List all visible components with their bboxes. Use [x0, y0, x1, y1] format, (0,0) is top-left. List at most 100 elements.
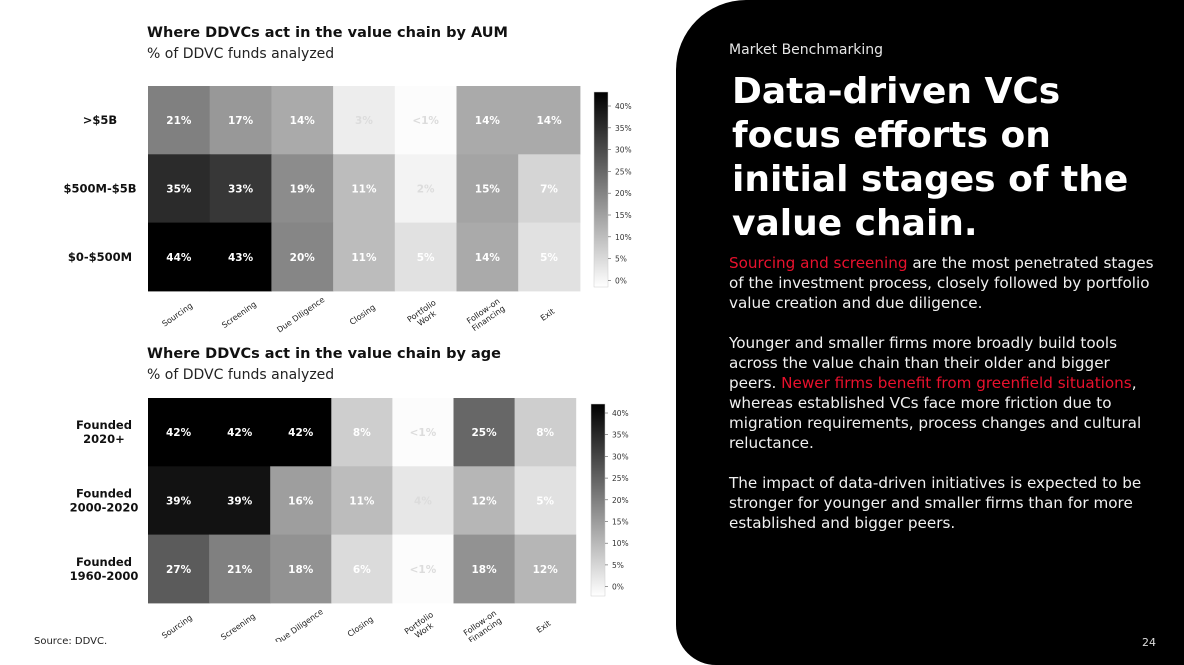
colorbar: [590, 403, 606, 597]
cell-value-label: 8%: [536, 427, 554, 439]
colorbar-tick-label: 35%: [615, 124, 632, 133]
page-number: 24: [1142, 636, 1156, 649]
cell-value-label: 21%: [166, 115, 192, 127]
colorbar-tick-label: 30%: [612, 452, 629, 461]
heatmap-cell: [271, 86, 334, 155]
cell-value-label: 11%: [349, 495, 375, 507]
heatmap-cell: [148, 534, 210, 604]
colorbar-tick-label: 40%: [615, 102, 632, 111]
heatmap-cell: [518, 222, 581, 292]
paragraph-2-start: Younger and smaller firms more broadly b…: [729, 334, 1118, 392]
heatmap-cell: [518, 86, 581, 155]
cell-value-label: 6%: [353, 564, 371, 576]
heatmap-cell: [270, 534, 332, 604]
cell-value-label: 17%: [228, 115, 254, 127]
heatmap-cell: [392, 534, 454, 604]
cell-value-label: 11%: [351, 183, 377, 195]
cell-value-label: 39%: [166, 495, 192, 507]
body-text: Sourcing and screening are the most pene…: [729, 253, 1159, 553]
x-category-label: Due Diligence: [275, 295, 326, 334]
x-category-label: Due Diligence: [274, 607, 325, 642]
source-note: Source: DDVC.: [34, 636, 108, 647]
heatmap-cell: [456, 222, 519, 292]
colorbar-tick-label: 20%: [612, 496, 629, 505]
colorbar: [593, 91, 609, 288]
colorbar-tick-label: 30%: [615, 146, 632, 155]
cell-value-label: 43%: [228, 252, 254, 264]
heatmap-cell: [271, 154, 334, 224]
cell-value-label: 14%: [290, 115, 316, 127]
x-category-label: Follow-onFinancing: [462, 609, 504, 642]
x-category-label: Exit: [539, 307, 557, 323]
cell-value-label: 35%: [166, 183, 192, 195]
cell-value-label: 39%: [227, 495, 253, 507]
cell-value-label: 42%: [166, 427, 192, 439]
cell-value-label: 44%: [166, 252, 192, 264]
cell-value-label: <1%: [412, 115, 439, 127]
x-category-label: PortfolioWork: [406, 298, 443, 332]
cell-value-label: 42%: [227, 427, 253, 439]
chart-1-title: Where DDVCs act in the value chain by AU…: [147, 25, 508, 41]
cell-value-label: 18%: [288, 564, 314, 576]
headline: Data-driven VCs focus efforts on initial…: [732, 71, 1129, 244]
chart-1-subtitle: % of DDVC funds analyzed: [147, 46, 335, 62]
heatmap-cell: [270, 466, 332, 536]
colorbar-tick-label: 5%: [612, 561, 624, 570]
paragraph-1-rest: are the most penetrated stages of the in…: [729, 254, 1154, 312]
cell-value-label: 3%: [355, 115, 373, 127]
heatmap-cell: [392, 398, 454, 467]
heatmap-cell: [209, 534, 271, 604]
cell-value-label: 8%: [353, 427, 371, 439]
cell-value-label: 12%: [533, 564, 559, 576]
paragraph-2: Younger and smaller firms more broadly b…: [729, 333, 1159, 453]
heatmap-cell: [271, 222, 334, 292]
right-panel: Market Benchmarking Data-driven VCs focu…: [676, 0, 1184, 665]
cell-value-label: 14%: [536, 115, 562, 127]
cell-value-label: 14%: [475, 115, 501, 127]
x-category-label: Screening: [219, 612, 257, 642]
colorbar-tick-label: 25%: [615, 167, 632, 176]
row-label: Founded 1960-2000: [70, 555, 139, 583]
cell-value-label: 16%: [288, 495, 314, 507]
colorbar-tick-label: 25%: [612, 474, 629, 483]
x-category-label: Screening: [220, 300, 258, 330]
heatmap-cell: [518, 154, 581, 224]
cell-value-label: 33%: [228, 183, 254, 195]
row-label: >$5B: [83, 113, 117, 127]
cell-value-label: <1%: [410, 564, 437, 576]
highlight-sourcing: Sourcing and screening: [729, 254, 908, 272]
heatmap-cell: [209, 222, 272, 292]
heatmap-cell: [456, 86, 519, 155]
cell-value-label: 7%: [540, 183, 558, 195]
heatmap-cell: [148, 398, 210, 467]
heatmap-cell: [148, 154, 211, 224]
heatmap-age: Founded 2020+ 42% 42% 42% 8% <1% 25% 8% Founded 20…: [70, 398, 629, 642]
heatmap-cell: [333, 154, 396, 224]
colorbar-tick-label: 0%: [612, 583, 624, 592]
cell-value-label: 12%: [471, 495, 497, 507]
heatmap-cell: [148, 222, 211, 292]
x-category-label: PortfolioWork: [403, 610, 440, 642]
heatmap-cell: [456, 154, 519, 224]
heatmap-cell: [333, 86, 396, 155]
x-category-label: Exit: [535, 619, 553, 635]
paragraph-2-rest: , whereas established VCs face more fric…: [729, 374, 1142, 452]
cell-value-label: 2%: [417, 183, 435, 195]
heatmap-cell: [453, 398, 516, 467]
heatmap-cell: [209, 154, 272, 224]
heatmap-cell: [514, 466, 577, 536]
x-category-label: Closing: [348, 303, 377, 327]
cell-value-label: 21%: [227, 564, 253, 576]
heatmap-cell: [392, 466, 454, 536]
cell-value-label: 5%: [540, 252, 558, 264]
paragraph-3: The impact of data-driven initiatives is…: [729, 474, 1142, 532]
cell-value-label: 5%: [417, 252, 435, 264]
colorbar-tick-label: 10%: [612, 539, 629, 548]
cell-value-label: 14%: [475, 252, 501, 264]
cell-value-label: 18%: [471, 564, 497, 576]
heatmap-cell: [453, 466, 516, 536]
paragraph-1: Sourcing and screening are the most pene…: [729, 253, 1159, 313]
heatmap-cell: [331, 534, 393, 604]
colorbar-tick-label: 40%: [612, 409, 629, 418]
x-category-label: Sourcing: [161, 301, 195, 328]
